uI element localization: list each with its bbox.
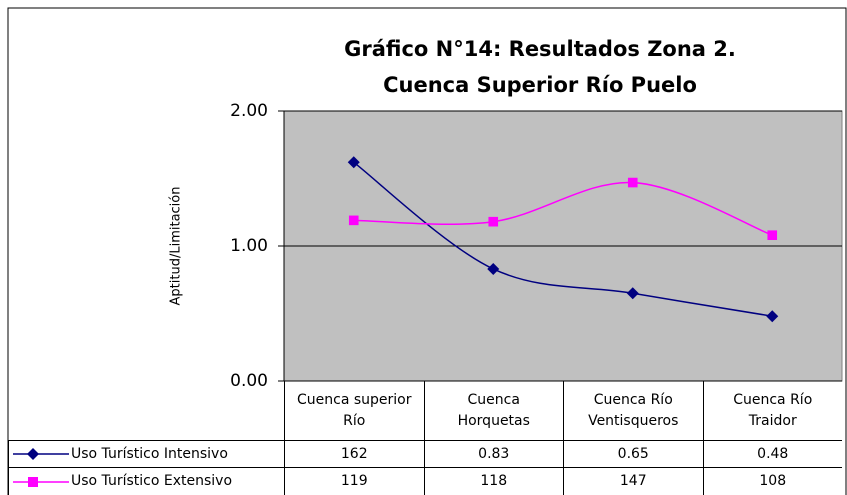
table-value: 162 <box>284 440 424 467</box>
legend-key <box>13 476 69 487</box>
table-value: 119 <box>284 467 424 495</box>
marker <box>348 215 359 226</box>
marker <box>627 177 638 188</box>
marker <box>767 230 778 240</box>
y-tick-label: 0.00 <box>230 371 268 391</box>
chart-title: Gráfico N°14: Resultados Zona 2. <box>344 37 736 61</box>
marker <box>766 310 779 323</box>
chart-subtitle: Cuenca Superior Río Puelo <box>383 73 697 97</box>
table-value: 0.48 <box>702 440 842 467</box>
legend-marker <box>27 448 39 460</box>
table-value: 0.83 <box>423 440 563 467</box>
marker <box>488 216 499 227</box>
y-tick-label: 1.00 <box>230 236 268 256</box>
table-value: 118 <box>423 467 563 495</box>
table-row-header: Uso Turístico Intensivo <box>8 440 284 467</box>
table-value: 0.65 <box>563 440 703 467</box>
marker <box>487 262 500 275</box>
legend-marker <box>28 476 38 487</box>
legend-label: Uso Turístico Intensivo <box>71 445 228 462</box>
series-line <box>353 181 773 236</box>
series-line <box>353 161 773 317</box>
category-label: Cuenca Río Ventisqueros <box>563 381 703 440</box>
marker <box>626 287 639 300</box>
table-value: 108 <box>702 467 842 495</box>
legend-label: Uso Turístico Extensivo <box>71 473 233 489</box>
y-axis-label: Aptitud/Limitación <box>169 187 184 306</box>
category-label: Cuenca Horquetas <box>423 381 564 440</box>
marker <box>347 156 360 169</box>
legend-key <box>13 448 69 460</box>
category-label: Cuenca Río Traidor <box>702 381 843 440</box>
category-label: Cuenca superior Río <box>284 381 424 440</box>
y-tick-label: 2.00 <box>230 101 268 121</box>
table-row-header: Uso Turístico Extensivo <box>8 467 284 495</box>
table-value: 147 <box>563 467 703 495</box>
